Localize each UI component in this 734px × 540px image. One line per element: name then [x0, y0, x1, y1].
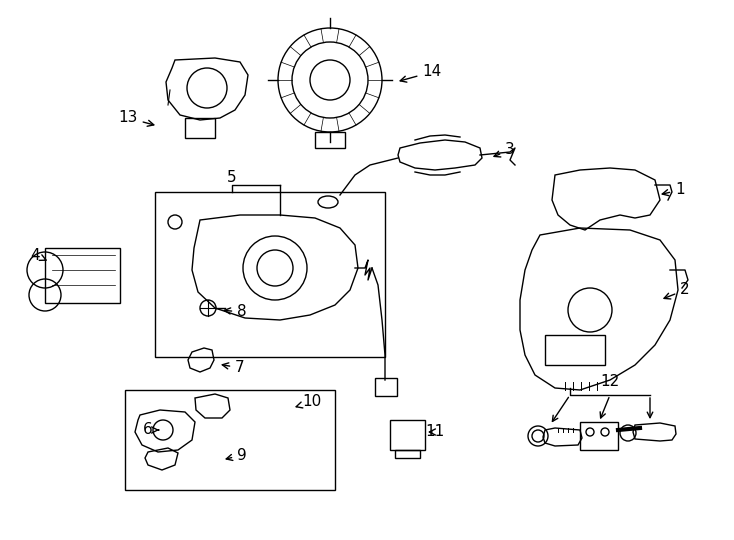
Bar: [390, 420, 425, 450]
Text: 11: 11: [426, 424, 445, 440]
Text: 9: 9: [226, 448, 247, 462]
Text: 2: 2: [664, 282, 690, 299]
Text: 4: 4: [30, 247, 46, 262]
Text: 14: 14: [400, 64, 442, 82]
Bar: [545, 335, 605, 365]
Text: 13: 13: [118, 111, 154, 126]
Bar: [375, 378, 397, 396]
Bar: [580, 422, 618, 450]
Bar: [45, 248, 120, 303]
Bar: [155, 192, 385, 357]
Bar: [395, 450, 420, 458]
Bar: [125, 390, 335, 490]
Text: 8: 8: [225, 305, 247, 320]
Text: 3: 3: [494, 143, 515, 158]
Text: 12: 12: [600, 375, 619, 389]
Text: 6: 6: [143, 422, 159, 437]
Text: 1: 1: [662, 183, 685, 198]
Text: 5: 5: [228, 171, 237, 186]
Text: 7: 7: [222, 361, 245, 375]
Text: 10: 10: [296, 395, 321, 409]
